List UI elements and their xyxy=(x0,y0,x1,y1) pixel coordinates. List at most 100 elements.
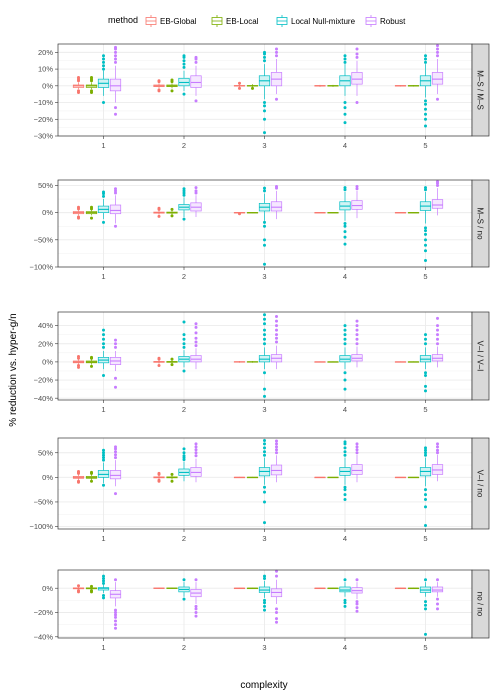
box-local-null-mixture xyxy=(339,54,351,125)
outlier-point xyxy=(355,319,359,323)
outlier-point xyxy=(194,325,198,329)
outlier-point xyxy=(263,521,266,525)
y-tick-label: 50% xyxy=(38,181,53,190)
outlier-point xyxy=(424,389,427,393)
box-robust xyxy=(190,186,202,217)
outlier-point xyxy=(424,384,427,388)
x-tick-label: 1 xyxy=(101,643,105,652)
outlier-point xyxy=(343,337,347,341)
outlier-point xyxy=(343,328,347,332)
outlier-point xyxy=(355,606,359,610)
outlier-point xyxy=(275,448,278,452)
outlier-point xyxy=(343,60,347,64)
x-tick-label: 4 xyxy=(343,405,347,414)
outlier-point xyxy=(170,207,174,211)
box-local-null-mixture xyxy=(97,574,110,600)
box-robust xyxy=(270,47,283,101)
box-iqr xyxy=(351,464,363,475)
outlier-point xyxy=(194,340,198,344)
facet-panel: −100% −50% 0% 50% 1 2 3 4 5 V–I / no xyxy=(29,437,490,543)
outlier-point xyxy=(182,454,186,458)
legend-label: EB-Local xyxy=(226,17,259,26)
outlier-point xyxy=(263,109,266,113)
outlier-point xyxy=(102,101,105,105)
outlier-point xyxy=(182,59,186,63)
y-tick-label: 20% xyxy=(38,339,53,348)
box-eb-global xyxy=(394,212,407,214)
y-tick-label: −20% xyxy=(34,115,54,124)
x-tick-label: 3 xyxy=(262,272,266,281)
box-eb-global xyxy=(153,356,165,368)
strip-label: no / no xyxy=(476,592,485,617)
outlier-point xyxy=(194,607,198,611)
box-eb-global xyxy=(394,361,407,363)
outlier-point xyxy=(102,194,105,198)
x-tick-label: 1 xyxy=(101,405,105,414)
y-tick-label: 10% xyxy=(38,65,53,74)
box-eb-local xyxy=(327,361,339,363)
y-tick-label: 0% xyxy=(42,584,53,593)
x-tick-label: 1 xyxy=(101,272,105,281)
outlier-point xyxy=(424,57,427,61)
box-eb-global xyxy=(233,81,246,90)
outlier-point xyxy=(424,342,427,346)
box-eb-local xyxy=(85,470,98,483)
outlier-point xyxy=(275,319,278,323)
outlier-point xyxy=(275,328,278,332)
outlier-point xyxy=(343,446,347,450)
outlier-point xyxy=(114,623,117,627)
box-eb-local xyxy=(407,212,420,214)
outlier-point xyxy=(194,99,198,103)
outlier-point xyxy=(114,492,117,496)
outlier-point xyxy=(355,47,359,51)
outlier-point xyxy=(275,97,278,101)
outlier-point xyxy=(355,324,359,328)
box-eb-local xyxy=(327,212,339,214)
outlier-point xyxy=(263,371,266,375)
box-eb-local xyxy=(246,587,259,590)
box-iqr xyxy=(97,587,110,591)
legend-item: Robust xyxy=(365,15,406,27)
outlier-point xyxy=(102,64,105,68)
y-tick-label: 0% xyxy=(42,357,53,366)
outlier-point xyxy=(102,220,105,224)
legend-label: Robust xyxy=(380,17,406,26)
outlier-point xyxy=(263,104,266,108)
box-robust xyxy=(109,338,122,389)
strip-label: M–S / M–S xyxy=(476,70,485,110)
box-local-null-mixture xyxy=(419,333,432,393)
outlier-point xyxy=(194,55,198,59)
outlier-point xyxy=(424,578,427,582)
outlier-point xyxy=(343,453,347,457)
outlier-point xyxy=(424,448,427,452)
outlier-point xyxy=(114,187,117,191)
facet-strip: V–I / no xyxy=(471,437,490,530)
outlier-point xyxy=(263,328,266,332)
outlier-point xyxy=(436,50,439,54)
outlier-point xyxy=(424,446,427,450)
outlier-point xyxy=(263,262,266,266)
x-tick-label: 3 xyxy=(262,405,266,414)
box-eb-local xyxy=(85,355,98,368)
outlier-point xyxy=(343,186,347,190)
strip-background xyxy=(471,311,490,401)
outlier-point xyxy=(157,364,161,368)
outlier-point xyxy=(182,597,186,601)
outlier-point xyxy=(114,578,117,582)
outlier-point xyxy=(157,471,161,475)
outlier-point xyxy=(182,451,186,455)
outlier-point xyxy=(275,607,278,611)
box-local-null-mixture xyxy=(339,578,351,608)
outlier-point xyxy=(102,579,105,583)
outlier-point xyxy=(90,479,93,483)
outlier-point xyxy=(102,67,105,71)
outlier-point xyxy=(263,317,266,321)
box-local-null-mixture xyxy=(178,187,190,221)
outlier-point xyxy=(263,598,266,602)
box-robust xyxy=(109,578,122,630)
box-robust xyxy=(270,569,283,624)
x-tick-label: 5 xyxy=(423,141,427,150)
outlier-point xyxy=(77,75,80,79)
outlier-point xyxy=(194,186,198,190)
outlier-point xyxy=(355,52,359,56)
